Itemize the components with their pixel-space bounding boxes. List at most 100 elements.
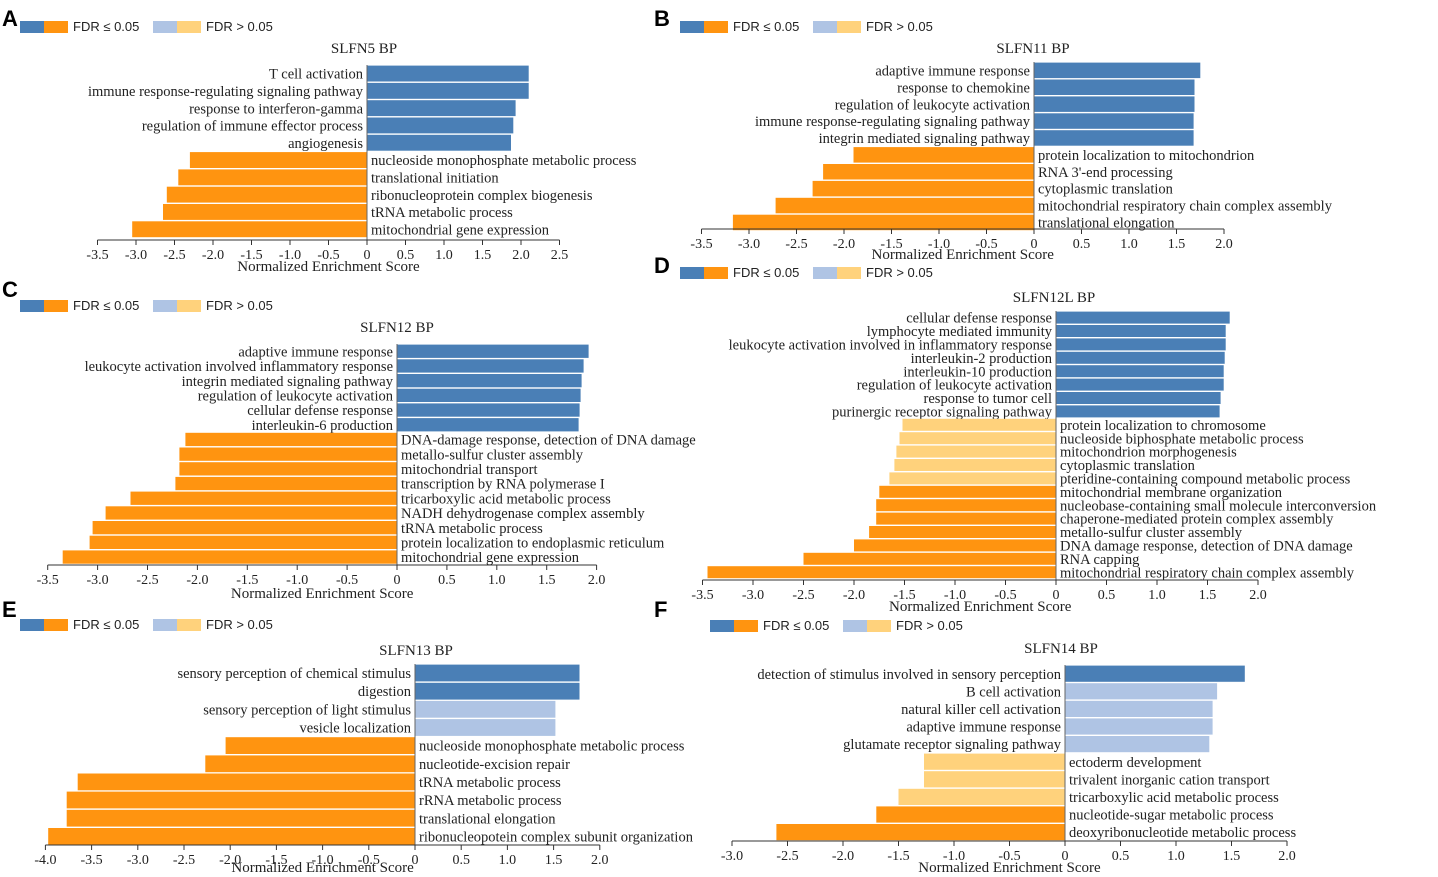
- bar: [77, 773, 415, 791]
- bar: [876, 499, 1056, 512]
- x-tick-label: 0: [364, 248, 371, 263]
- bar: [803, 552, 1056, 565]
- legend: FDR ≤ 0.05 FDR > 0.05: [20, 617, 273, 632]
- bar: [898, 788, 1065, 805]
- bar: [415, 700, 556, 718]
- bar-label: natural killer cell activation: [901, 702, 1062, 718]
- bar: [397, 388, 581, 402]
- legend-label-sig: FDR ≤ 0.05: [73, 298, 139, 313]
- panel-d: D FDR ≤ 0.05 FDR > 0.05 SLFN12L BP cellular …: [654, 253, 1377, 615]
- bar-label: cytoplasmic translation: [1060, 458, 1196, 474]
- panel-e: E FDR ≤ 0.05 FDR > 0.05 SLFN13 BP sensory pe…: [2, 597, 694, 876]
- bar-label: translational elongation: [1038, 216, 1175, 232]
- legend-swatch-blue-sig: [20, 21, 44, 33]
- bar: [1065, 718, 1213, 735]
- bar-label: cellular defense response: [247, 403, 393, 419]
- bar: [105, 506, 397, 520]
- bar: [1056, 338, 1226, 351]
- x-tick-label: 1.5: [545, 853, 563, 868]
- x-tick-label: 1.0: [435, 248, 453, 263]
- bar: [225, 737, 415, 754]
- x-tick-label: -1.0: [928, 237, 950, 252]
- legend-swatch-blue-sig: [710, 620, 734, 632]
- legend-swatch-blue-nonsig: [153, 21, 177, 33]
- x-tick-label: -0.5: [994, 588, 1016, 603]
- x-tick-label: -1.0: [944, 588, 966, 603]
- bar-label: mitochondrial respiratory chain complex …: [1060, 565, 1355, 581]
- bar: [1056, 365, 1224, 378]
- x-axis-label: Normalized Enrichment Score: [231, 860, 414, 876]
- legend-swatch-orange-sig: [44, 619, 68, 631]
- bar-label: metallo-sulfur cluster assembly: [1060, 525, 1243, 541]
- legend-swatch-orange-sig: [44, 300, 68, 312]
- x-tick-label: 1.5: [474, 248, 492, 263]
- bar: [1065, 700, 1213, 717]
- x-tick-label: 1.0: [1167, 849, 1185, 864]
- panel-letter: F: [654, 597, 667, 622]
- x-tick-label: -3.5: [690, 237, 712, 252]
- x-tick-label: -1.0: [286, 573, 308, 588]
- x-tick-label: 0: [394, 573, 401, 588]
- bar-label: mitochondrial membrane organization: [1060, 485, 1283, 501]
- bar: [876, 806, 1065, 823]
- bar-label: nucleoside monophosphate metabolic proce…: [419, 739, 685, 755]
- x-tick-label: 0: [1031, 237, 1038, 252]
- bar: [130, 491, 397, 505]
- x-tick-label: 0.5: [438, 573, 456, 588]
- x-tick-label: -2.5: [136, 573, 158, 588]
- bar-label: mitochondrial gene expression: [371, 222, 550, 238]
- bar: [894, 459, 1056, 471]
- bar: [397, 359, 584, 373]
- x-tick-label: 0: [1053, 588, 1060, 603]
- x-tick-label: 2.0: [588, 573, 606, 588]
- legend-label-sig: FDR ≤ 0.05: [733, 265, 799, 280]
- bar-label: interleukin-10 production: [903, 364, 1052, 380]
- bar: [775, 197, 1034, 214]
- x-tick-label: 0.5: [452, 853, 470, 868]
- x-tick-label: -1.5: [240, 248, 262, 263]
- legend-swatch-orange-sig: [704, 21, 728, 33]
- bar-label: response to chemokine: [897, 80, 1030, 96]
- chart-title: SLFN5 BP: [331, 41, 397, 57]
- bar: [367, 134, 511, 151]
- x-axis-label: Normalized Enrichment Score: [889, 599, 1072, 615]
- x-tick-label: -3.0: [742, 588, 764, 603]
- bar-label: leukocyte activation involved inflammato…: [85, 359, 393, 375]
- bar: [1056, 311, 1230, 324]
- x-tick-label: -1.5: [880, 237, 902, 252]
- bar: [367, 117, 514, 134]
- bar: [185, 432, 397, 447]
- x-tick-label: -2.5: [785, 237, 807, 252]
- bar-label: regulation of leukocyte activation: [198, 389, 394, 405]
- bar: [876, 512, 1056, 525]
- x-tick-label: -1.5: [893, 588, 915, 603]
- legend-swatch-blue-nonsig: [153, 619, 177, 631]
- x-tick-label: -3.5: [81, 853, 103, 868]
- bar-label: deoxyribonucleotide metabolic process: [1069, 825, 1296, 841]
- legend-label-nonsig: FDR > 0.05: [206, 19, 273, 34]
- legend-swatch-orange-sig: [44, 21, 68, 33]
- x-tick-label: -2.5: [792, 588, 814, 603]
- bar: [1056, 405, 1220, 418]
- bar: [869, 526, 1056, 538]
- bar-label: RNA capping: [1060, 552, 1139, 568]
- bar: [1034, 130, 1194, 146]
- bar-label: regulation of leukocyte activation: [835, 97, 1031, 113]
- x-tick-label: 2.0: [1215, 237, 1233, 252]
- panel-f: F FDR ≤ 0.05 FDR > 0.05 SLFN14 BP detection …: [654, 597, 1296, 876]
- bar: [415, 719, 556, 736]
- bar: [132, 221, 367, 238]
- x-tick-label: -2.0: [832, 849, 854, 864]
- x-tick-label: 1.0: [1120, 237, 1138, 252]
- legend-swatch-blue-sig: [680, 267, 704, 279]
- bar-label: interleukin-6 production: [252, 418, 394, 434]
- bar: [178, 169, 367, 186]
- x-tick-label: -0.5: [358, 853, 380, 868]
- x-tick-label: -1.5: [887, 849, 909, 864]
- legend-label-nonsig: FDR > 0.05: [206, 298, 273, 313]
- bar: [924, 753, 1065, 770]
- bar: [397, 403, 580, 417]
- bar: [397, 344, 589, 358]
- legend-label-nonsig: FDR > 0.05: [896, 618, 963, 633]
- bar: [1034, 96, 1195, 112]
